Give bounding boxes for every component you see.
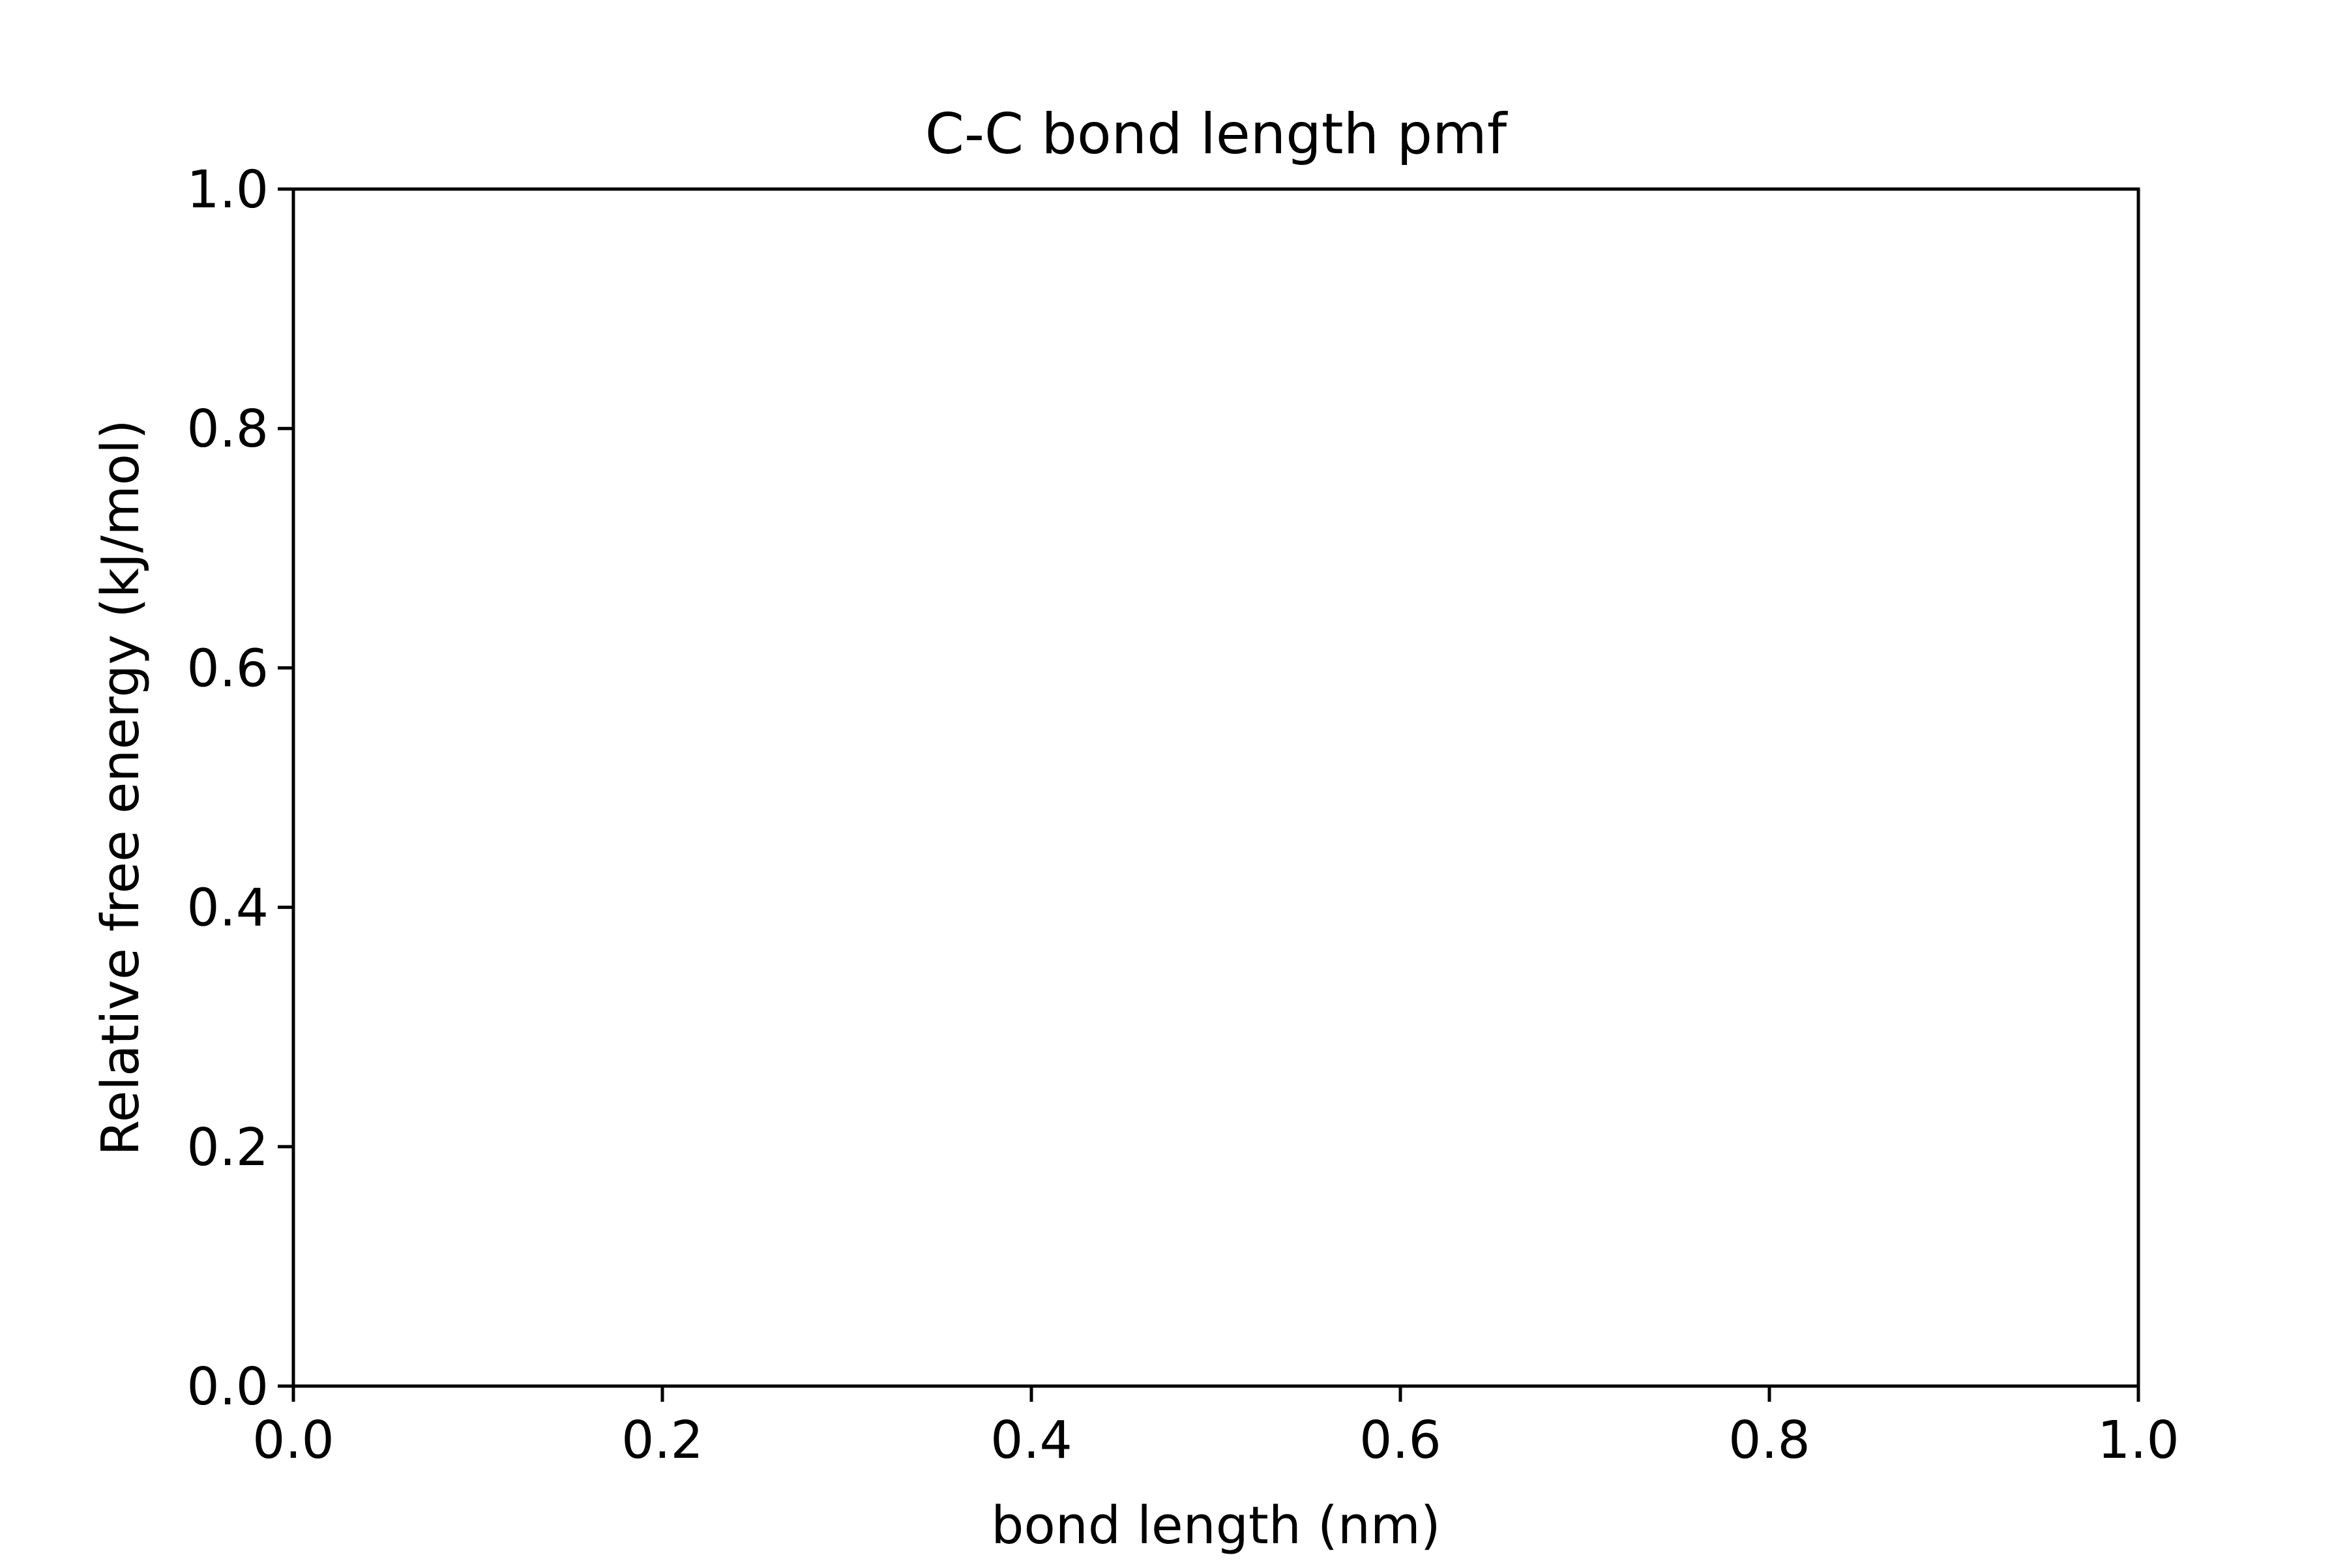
- x-tick-label: 0.8: [1728, 1410, 1810, 1470]
- x-tick-label: 0.6: [1359, 1410, 1441, 1470]
- x-axis-ticks: 0.0 0.2 0.4 0.6 0.8 1.0: [252, 1386, 2179, 1470]
- y-axis-ticks: 0.0 0.2 0.4 0.6 0.8 1.0: [186, 160, 293, 1417]
- x-tick-label: 0.4: [990, 1410, 1072, 1470]
- x-axis-label: bond length (nm): [991, 1496, 1440, 1556]
- y-tick-label: 0.4: [186, 878, 269, 938]
- y-axis-label: Relative free energy (kJ/mol): [91, 419, 151, 1156]
- chart-title: C-C bond length pmf: [925, 102, 1508, 167]
- x-tick-label: 0.2: [621, 1410, 703, 1470]
- y-tick-label: 0.0: [186, 1357, 269, 1417]
- y-tick-label: 1.0: [186, 160, 269, 220]
- axes-frame: [291, 187, 2140, 1388]
- plot-area: [293, 189, 2138, 1386]
- x-tick-label: 0.0: [252, 1410, 334, 1470]
- y-tick-label: 0.2: [186, 1117, 269, 1177]
- y-tick-label: 0.6: [186, 638, 269, 698]
- y-tick-label: 0.8: [186, 399, 269, 459]
- x-tick-label: 1.0: [2097, 1410, 2179, 1470]
